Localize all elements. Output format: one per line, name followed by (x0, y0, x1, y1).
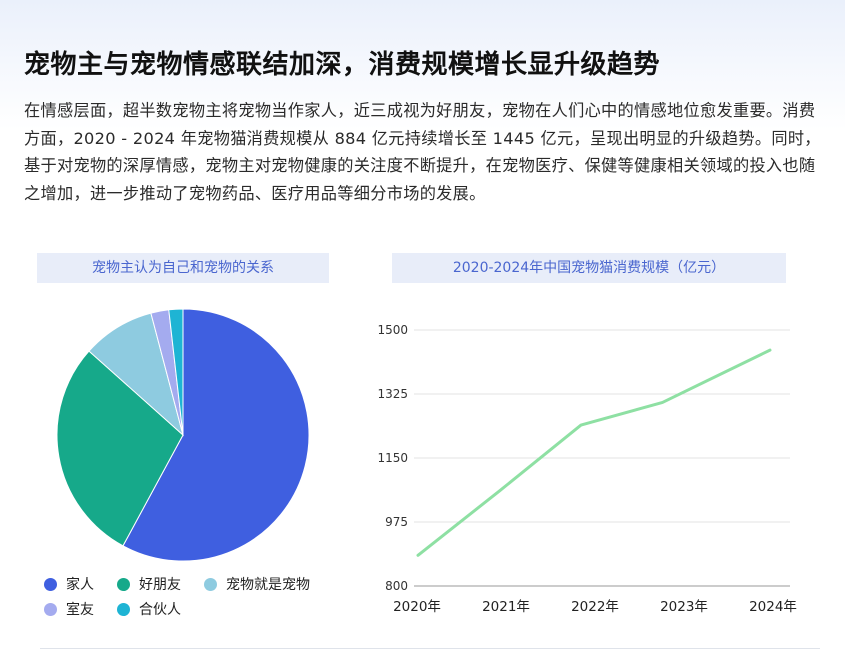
page-title: 宠物主与宠物情感联结加深，消费规模增长显升级趋势 (24, 50, 661, 80)
legend-label-partner: 合伙人 (139, 602, 181, 618)
x-tick-label-1: 2021年 (482, 599, 530, 615)
series-line (416, 348, 772, 557)
pie-slice-0 (122, 308, 310, 562)
legend-swatch-just-pet (204, 577, 217, 591)
legend-label-roommate: 室友 (66, 602, 94, 618)
pie-slice-1 (56, 350, 184, 547)
legend-item-partner: 合伙人 (117, 599, 181, 619)
intro-paragraph: 在情感层面，超半数宠物主将宠物当作家人，近三成视为好朋友，宠物在人们心中的情感地… (24, 101, 821, 203)
legend-swatch-roommate (44, 602, 57, 616)
pie-chart-title: 宠物主认为自己和宠物的关系 (37, 253, 329, 283)
x-tick-label-2: 2022年 (571, 599, 619, 615)
legend-label-family: 家人 (66, 577, 94, 593)
legend-swatch-friend (117, 577, 130, 591)
legend-swatch-family (44, 577, 57, 591)
legend-item-family: 家人 (44, 574, 94, 594)
legend-item-friend: 好朋友 (117, 574, 181, 594)
legend-label-friend: 好朋友 (139, 577, 181, 593)
y-tick-label-3: 1325 (377, 387, 408, 401)
x-tick-label-3: 2023年 (660, 599, 708, 615)
pie-slice-4 (168, 308, 184, 436)
pie-chart (56, 308, 310, 562)
line-chart-title: 2020-2024年中国宠物猫消费规模（亿元） (392, 253, 786, 283)
x-tick-label-0: 2020年 (393, 599, 441, 615)
legend-item-roommate: 室友 (44, 599, 94, 619)
y-tick-label-1: 975 (385, 515, 408, 529)
y-tick-label-0: 800 (385, 579, 408, 593)
legend-label-just-pet: 宠物就是宠物 (226, 577, 310, 593)
y-tick-label-2: 1150 (377, 451, 408, 465)
bottom-divider (40, 648, 820, 649)
line-chart: 800 975 1150 1325 1500 2020年 2021年 2022年 2023年 20… (377, 323, 797, 615)
legend-item-just-pet: 宠物就是宠物 (204, 574, 310, 594)
x-tick-label-4: 2024年 (749, 599, 797, 615)
y-tick-label-4: 1500 (377, 323, 408, 337)
legend-swatch-partner (117, 602, 130, 616)
